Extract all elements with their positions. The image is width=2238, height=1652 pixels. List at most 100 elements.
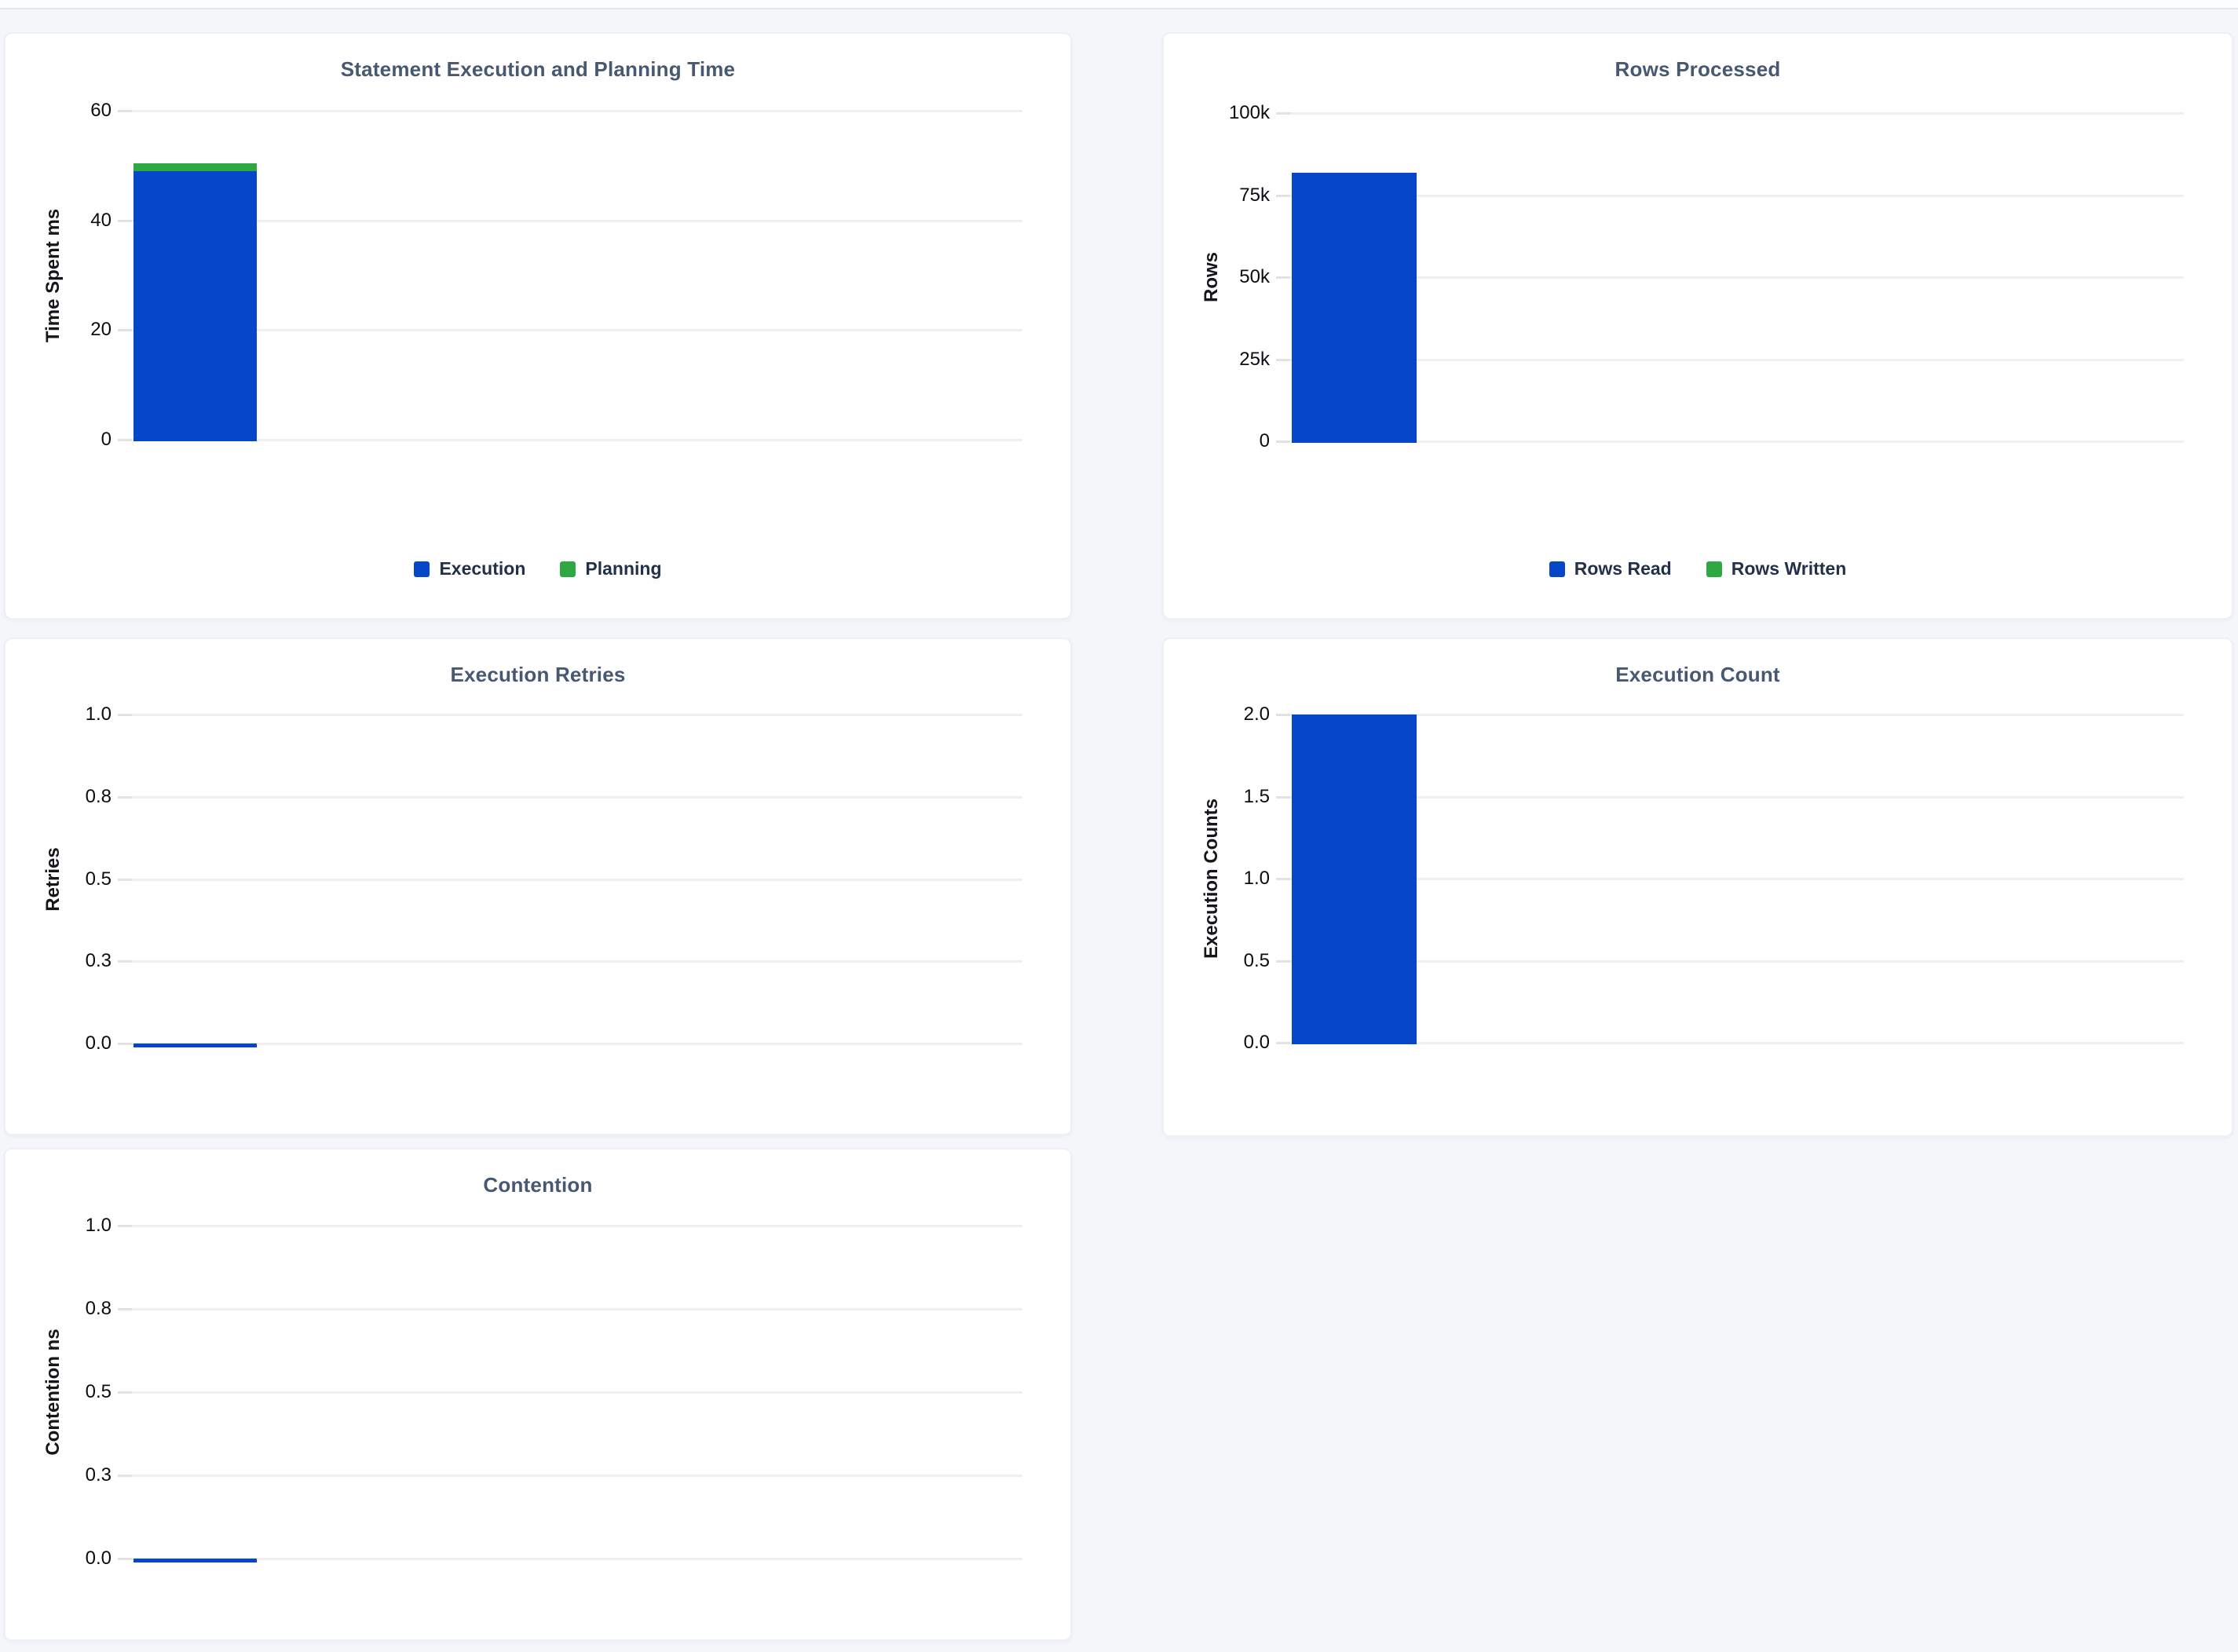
- y-tick-label: 0.0: [85, 1032, 112, 1054]
- y-tick-label: 0.3: [85, 1464, 112, 1486]
- gridline: [118, 960, 1022, 963]
- page-header-strip: [0, 0, 2238, 9]
- y-tick-mark: [118, 219, 132, 222]
- y-tick-mark: [1276, 276, 1290, 279]
- y-tick-label: 0.0: [85, 1548, 112, 1569]
- y-tick-mark: [118, 1308, 132, 1310]
- y-tick-label: 0.5: [85, 868, 112, 890]
- zero-value-bar-retries: [133, 1043, 257, 1047]
- y-tick-label: 0.8: [85, 785, 112, 807]
- gridline: [118, 714, 1022, 716]
- y-tick-mark: [118, 329, 132, 332]
- y-tick-label: 0.8: [85, 1298, 112, 1319]
- y-tick-label: 1.0: [85, 1215, 112, 1236]
- y-tick-mark: [1276, 959, 1290, 963]
- chart-title: Statement Execution and Planning Time: [340, 57, 736, 81]
- chart-card-statement-time: Statement Execution and Planning Time Ti…: [4, 32, 1072, 620]
- bar-planning: [133, 163, 257, 171]
- chart-card-execution-count: Execution Count Execution Counts 2.0 1.5 1…: [1162, 638, 2233, 1137]
- y-tick-mark: [118, 1558, 132, 1560]
- gridline: [1276, 194, 2184, 197]
- gridline: [1276, 112, 2184, 115]
- gridline: [1276, 440, 2184, 443]
- zero-value-bar-contention: [133, 1559, 257, 1562]
- gridline: [1276, 795, 2184, 799]
- gridline: [118, 1391, 1022, 1394]
- gridline: [118, 219, 1022, 222]
- gridline: [118, 439, 1022, 441]
- y-tick-label: 1.5: [1243, 785, 1270, 807]
- legend-swatch: [1549, 561, 1565, 577]
- legend-item: Rows Written: [1706, 558, 1847, 579]
- gridline: [118, 1475, 1022, 1477]
- bar-execution: [133, 170, 257, 441]
- y-tick-mark: [118, 795, 132, 799]
- plot-area: 1.0 0.8 0.5 0.3 0.0: [5, 639, 1070, 1134]
- legend-label: Rows Read: [1574, 558, 1672, 579]
- chart-title: Contention: [483, 1173, 593, 1197]
- y-tick-mark: [118, 1225, 132, 1227]
- gridline: [1276, 1042, 2184, 1044]
- y-tick-mark: [1276, 714, 1290, 716]
- y-tick-mark: [1276, 1042, 1290, 1044]
- gridline: [1276, 358, 2184, 361]
- y-tick-label: 1.0: [1243, 868, 1270, 889]
- y-tick-mark: [118, 439, 132, 441]
- y-tick-label: 40: [90, 209, 112, 231]
- chart-title: Execution Retries: [450, 663, 626, 686]
- y-tick-mark: [118, 1391, 132, 1394]
- legend-swatch: [560, 561, 576, 577]
- bar-rows-read: [1292, 173, 1417, 443]
- legend-item: Planning: [560, 558, 662, 579]
- y-tick-mark: [118, 1475, 132, 1477]
- gridline: [118, 1558, 1022, 1560]
- gridline: [118, 1225, 1022, 1227]
- plot-area: 1.0 0.8 0.5 0.3 0.0: [5, 1149, 1070, 1639]
- bar-execution-count: [1292, 715, 1417, 1044]
- y-tick-label: 100k: [1228, 102, 1270, 123]
- legend-swatch: [414, 561, 430, 577]
- y-tick-mark: [118, 714, 132, 716]
- y-tick-label: 20: [90, 319, 112, 341]
- legend-label: Planning: [585, 558, 662, 579]
- y-tick-mark: [1276, 112, 1290, 115]
- y-tick-mark: [118, 878, 132, 881]
- gridline: [118, 795, 1022, 799]
- y-tick-label: 0.3: [85, 950, 112, 972]
- y-tick-mark: [118, 960, 132, 963]
- gridline: [118, 110, 1022, 112]
- chart-legend: Execution Planning: [5, 558, 1070, 579]
- chart-card-contention: Contention Contention ns 1.0 0.8 0.5 0.3 0.0: [4, 1148, 1072, 1641]
- y-tick-label: 75k: [1239, 184, 1270, 206]
- gridline: [1276, 959, 2184, 963]
- chart-card-rows-processed: Rows Processed Rows 100k 75k 50k 25k 0 Rows …: [1162, 32, 2233, 620]
- y-tick-mark: [1276, 878, 1290, 880]
- gridline: [1276, 276, 2184, 279]
- plot-area: 100k 75k 50k 25k 0: [1164, 34, 2232, 618]
- y-tick-label: 60: [90, 100, 112, 121]
- legend-label: Execution: [439, 558, 526, 579]
- gridline: [118, 1043, 1022, 1045]
- y-tick-label: 1.0: [85, 704, 112, 725]
- plot-area: 60 40 20 0: [5, 34, 1070, 618]
- gridline: [1276, 878, 2184, 880]
- y-tick-label: 0.5: [85, 1381, 112, 1402]
- chart-card-execution-retries: Execution Retries Retries 1.0 0.8 0.5 0.3 0.…: [4, 638, 1072, 1135]
- y-tick-mark: [1276, 795, 1290, 799]
- y-tick-label: 2.0: [1243, 704, 1270, 725]
- legend-label: Rows Written: [1731, 558, 1847, 579]
- y-tick-label: 0: [101, 429, 112, 450]
- y-tick-mark: [1276, 440, 1290, 443]
- y-tick-label: 0.5: [1243, 949, 1270, 971]
- y-tick-label: 0: [1259, 430, 1270, 451]
- chart-title: Rows Processed: [1615, 57, 1781, 81]
- legend-item: Execution: [414, 558, 525, 579]
- gridline: [118, 878, 1022, 881]
- legend-item: Rows Read: [1549, 558, 1672, 579]
- gridline: [1276, 714, 2184, 716]
- y-tick-label: 25k: [1239, 348, 1270, 370]
- gridline: [118, 1308, 1022, 1310]
- y-tick-label: 0.0: [1243, 1032, 1270, 1053]
- plot-area: 2.0 1.5 1.0 0.5 0.0: [1164, 639, 2232, 1135]
